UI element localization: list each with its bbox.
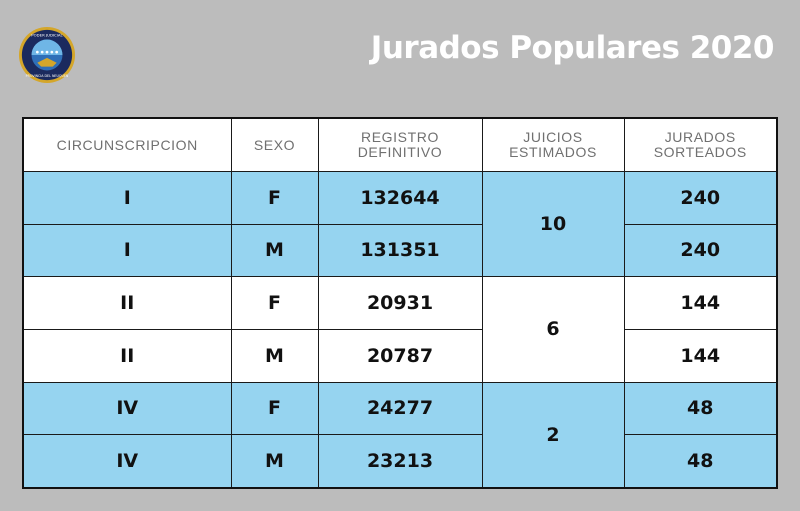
- cell-jurados: 48: [623, 381, 778, 436]
- header-sexo: SEXO: [230, 117, 319, 172]
- cell-juicios: 10: [481, 170, 625, 278]
- cell-registro: 132644: [317, 171, 483, 225]
- table-row: I M 131351 240: [22, 223, 778, 278]
- cell-jurados: 48: [623, 434, 778, 489]
- cell-registro: 20931: [317, 276, 483, 330]
- header-jurados-sorteados: JURADOS SORTEADOS: [623, 117, 778, 172]
- table-row: IV F 24277 2 48: [22, 381, 778, 489]
- table-header-row: CIRCUNSCRIPCION SEXO REGISTRO DEFINITIVO…: [22, 117, 778, 172]
- cell-circunscripcion: II: [22, 328, 232, 383]
- cell-jurados: 240: [623, 223, 778, 278]
- cell-sexo: M: [230, 328, 319, 383]
- table-row: II F 20931 6 144: [22, 276, 778, 383]
- cell-sexo: F: [230, 171, 319, 225]
- cell-circunscripcion: II: [22, 276, 232, 330]
- cell-sexo: F: [230, 381, 319, 436]
- header-registro-definitivo: REGISTRO DEFINITIVO: [317, 117, 483, 172]
- cell-jurados: 144: [623, 328, 778, 383]
- table-row: II M 20787 144: [22, 328, 778, 383]
- cell-sexo: F: [230, 276, 319, 330]
- table-row: I F 132644 10 240: [22, 170, 778, 278]
- cell-juicios: 6: [481, 276, 625, 383]
- cell-sexo: M: [230, 434, 319, 489]
- cell-registro: 131351: [317, 223, 483, 278]
- cell-circunscripcion: IV: [22, 381, 232, 436]
- poder-judicial-logo: PODER JUDICIAL PROVINCIA DEL NEUQUEN: [18, 26, 76, 84]
- table-row: IV M 23213 48: [22, 434, 778, 489]
- jurados-table: CIRCUNSCRIPCION SEXO REGISTRO DEFINITIVO…: [22, 117, 778, 489]
- cell-circunscripcion: I: [22, 223, 232, 278]
- logo-text-bottom: PROVINCIA DEL NEUQUEN: [26, 74, 69, 78]
- cell-circunscripcion: I: [22, 171, 232, 225]
- cell-sexo: M: [230, 223, 319, 278]
- cell-registro: 24277: [317, 381, 483, 436]
- header-circunscripcion: CIRCUNSCRIPCION: [22, 117, 232, 172]
- cell-jurados: 144: [623, 276, 778, 330]
- header-juicios-estimados: JUICIOS ESTIMADOS: [481, 117, 625, 172]
- logo-text-top: PODER JUDICIAL: [31, 33, 63, 38]
- cell-registro: 23213: [317, 434, 483, 489]
- cell-circunscripcion: IV: [22, 434, 232, 489]
- page-title: Jurados Populares 2020: [370, 30, 775, 66]
- cell-juicios: 2: [481, 381, 625, 489]
- cell-jurados: 240: [623, 171, 778, 225]
- cell-registro: 20787: [317, 328, 483, 383]
